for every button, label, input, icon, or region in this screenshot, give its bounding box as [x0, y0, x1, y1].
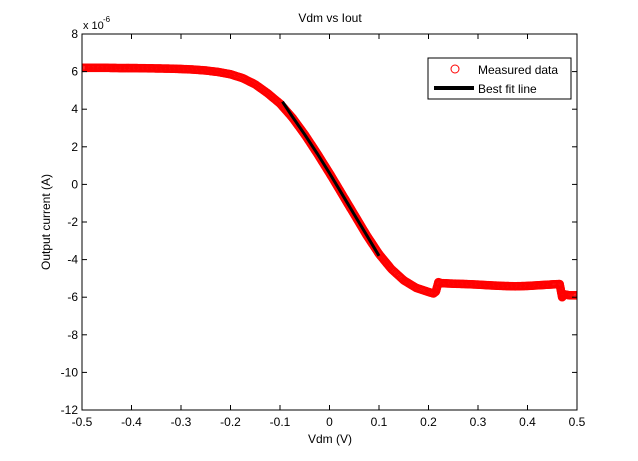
y-tick-label: 4 [71, 102, 78, 116]
x-axis: -0.5 -0.4 -0.3 -0.2 -0.1 0 0.1 0.2 0.3 0.4 0.5 [72, 34, 586, 429]
y-axis: -12 -10 -8 -6 -4 -2 0 2 4 6 8 [61, 27, 577, 417]
y-exponent-power: -6 [103, 15, 111, 24]
legend-label-bestfit: Best fit line [478, 82, 537, 96]
y-tick-label: 2 [71, 140, 78, 154]
measured-data-point [572, 291, 577, 300]
x-tick-label: 0.5 [569, 415, 586, 429]
x-tick-label: 0.4 [519, 415, 536, 429]
y-tick-label: 8 [71, 27, 78, 41]
x-tick-label: 0.3 [470, 415, 487, 429]
legend-marker-measured [450, 64, 460, 74]
chart-title: Vdm vs Iout [298, 11, 362, 25]
x-tick-label: -0.3 [171, 415, 192, 429]
x-tick-label: -0.2 [220, 415, 241, 429]
legend: Measured data Best fit line [427, 57, 572, 100]
y-tick-label: -2 [67, 215, 78, 229]
y-tick-label: -10 [61, 365, 79, 379]
x-tick-label: 0 [326, 415, 333, 429]
x-axis-label: Vdm (V) [308, 432, 352, 446]
x-tick-label: -0.5 [72, 415, 93, 429]
plot-marks [82, 63, 577, 302]
x-tick-label: 0.2 [420, 415, 437, 429]
y-tick-label: -8 [67, 328, 78, 342]
x-tick-label: -0.4 [121, 415, 142, 429]
y-tick-label: -12 [61, 403, 79, 417]
y-tick-label: -6 [67, 290, 78, 304]
y-tick-label: 6 [71, 65, 78, 79]
y-tick-label: 0 [71, 177, 78, 191]
best-fit-line [281, 100, 381, 257]
y-exponent-base: x 10 [83, 20, 104, 32]
x-tick-label: 0.1 [371, 415, 388, 429]
x-tick-label: -0.1 [270, 415, 291, 429]
legend-label-measured: Measured data [478, 63, 558, 77]
y-tick-label: -4 [67, 253, 78, 267]
y-axis-label: Output current (A) [39, 174, 53, 270]
legend-box [427, 57, 572, 100]
